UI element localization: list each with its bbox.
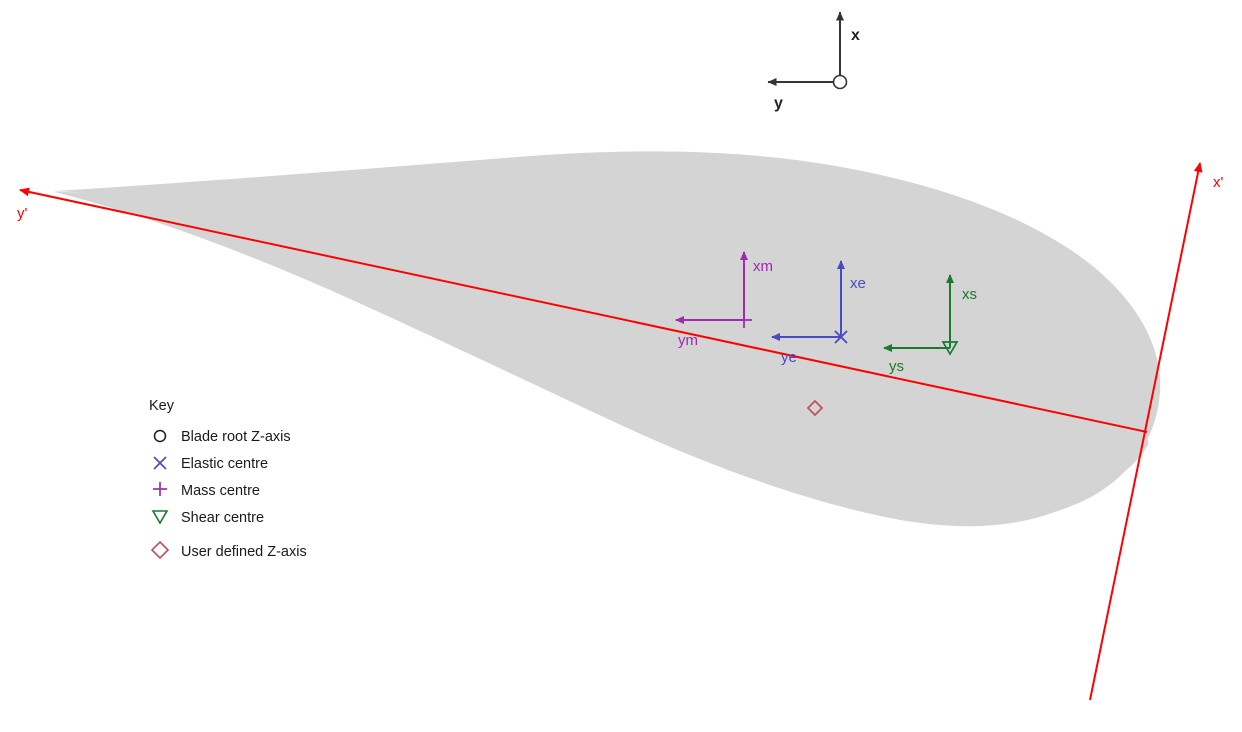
- elastic-centre-y-label: ye: [781, 349, 797, 366]
- triangle-down-icon: [151, 510, 169, 525]
- legend: Key Blade root Z-axis Elastic centre: [149, 398, 307, 560]
- diamond-icon: [150, 540, 170, 560]
- blade-root-z-axis-marker: [832, 74, 848, 90]
- shear-centre-axes: xs ys: [883, 274, 977, 375]
- plus-icon: [153, 482, 167, 496]
- legend-item-user-defined-z-axis: User defined Z-axis: [150, 540, 307, 560]
- legend-item-label: User defined Z-axis: [181, 544, 307, 560]
- mass-centre-x-label: xm: [753, 258, 773, 275]
- elastic-centre-marker: [834, 330, 848, 344]
- reference-axes: y' x': [17, 162, 1224, 701]
- global-x-axis-label: x: [851, 27, 860, 44]
- legend-item-label: Mass centre: [181, 483, 260, 499]
- y-prime-axis-line: [19, 187, 1148, 433]
- circle-icon: [153, 429, 167, 443]
- shear-centre-x-label: xs: [962, 286, 977, 303]
- legend-title: Key: [149, 398, 175, 414]
- user-defined-z-axis-marker: [806, 399, 824, 417]
- legend-item-elastic-centre: Elastic centre: [153, 456, 268, 472]
- legend-item-label: Elastic centre: [181, 456, 268, 472]
- legend-item-mass-centre: Mass centre: [153, 482, 260, 499]
- shear-centre-marker: [941, 341, 959, 356]
- mass-centre-axes: xm ym: [675, 251, 773, 349]
- airfoil-body: [55, 151, 1161, 523]
- elastic-centre-axes: xe ye: [771, 260, 866, 366]
- x-prime-axis-label: x': [1213, 174, 1224, 191]
- legend-item-label: Blade root Z-axis: [181, 429, 291, 445]
- mass-centre-y-label: ym: [678, 332, 698, 349]
- elastic-centre-x-label: xe: [850, 275, 866, 292]
- legend-item-label: Shear centre: [181, 510, 264, 526]
- mass-centre-marker: [736, 312, 752, 328]
- y-prime-axis-label: y': [17, 205, 28, 222]
- x-prime-axis-line: [1089, 162, 1203, 701]
- global-axes: x y: [767, 11, 860, 112]
- global-y-axis-label: y: [774, 95, 783, 112]
- legend-item-shear-centre: Shear centre: [151, 510, 264, 526]
- cross-icon: [153, 456, 167, 470]
- shear-centre-y-label: ys: [889, 358, 904, 375]
- legend-item-blade-root-z-axis: Blade root Z-axis: [153, 429, 291, 445]
- blade-section-body: [55, 151, 1161, 523]
